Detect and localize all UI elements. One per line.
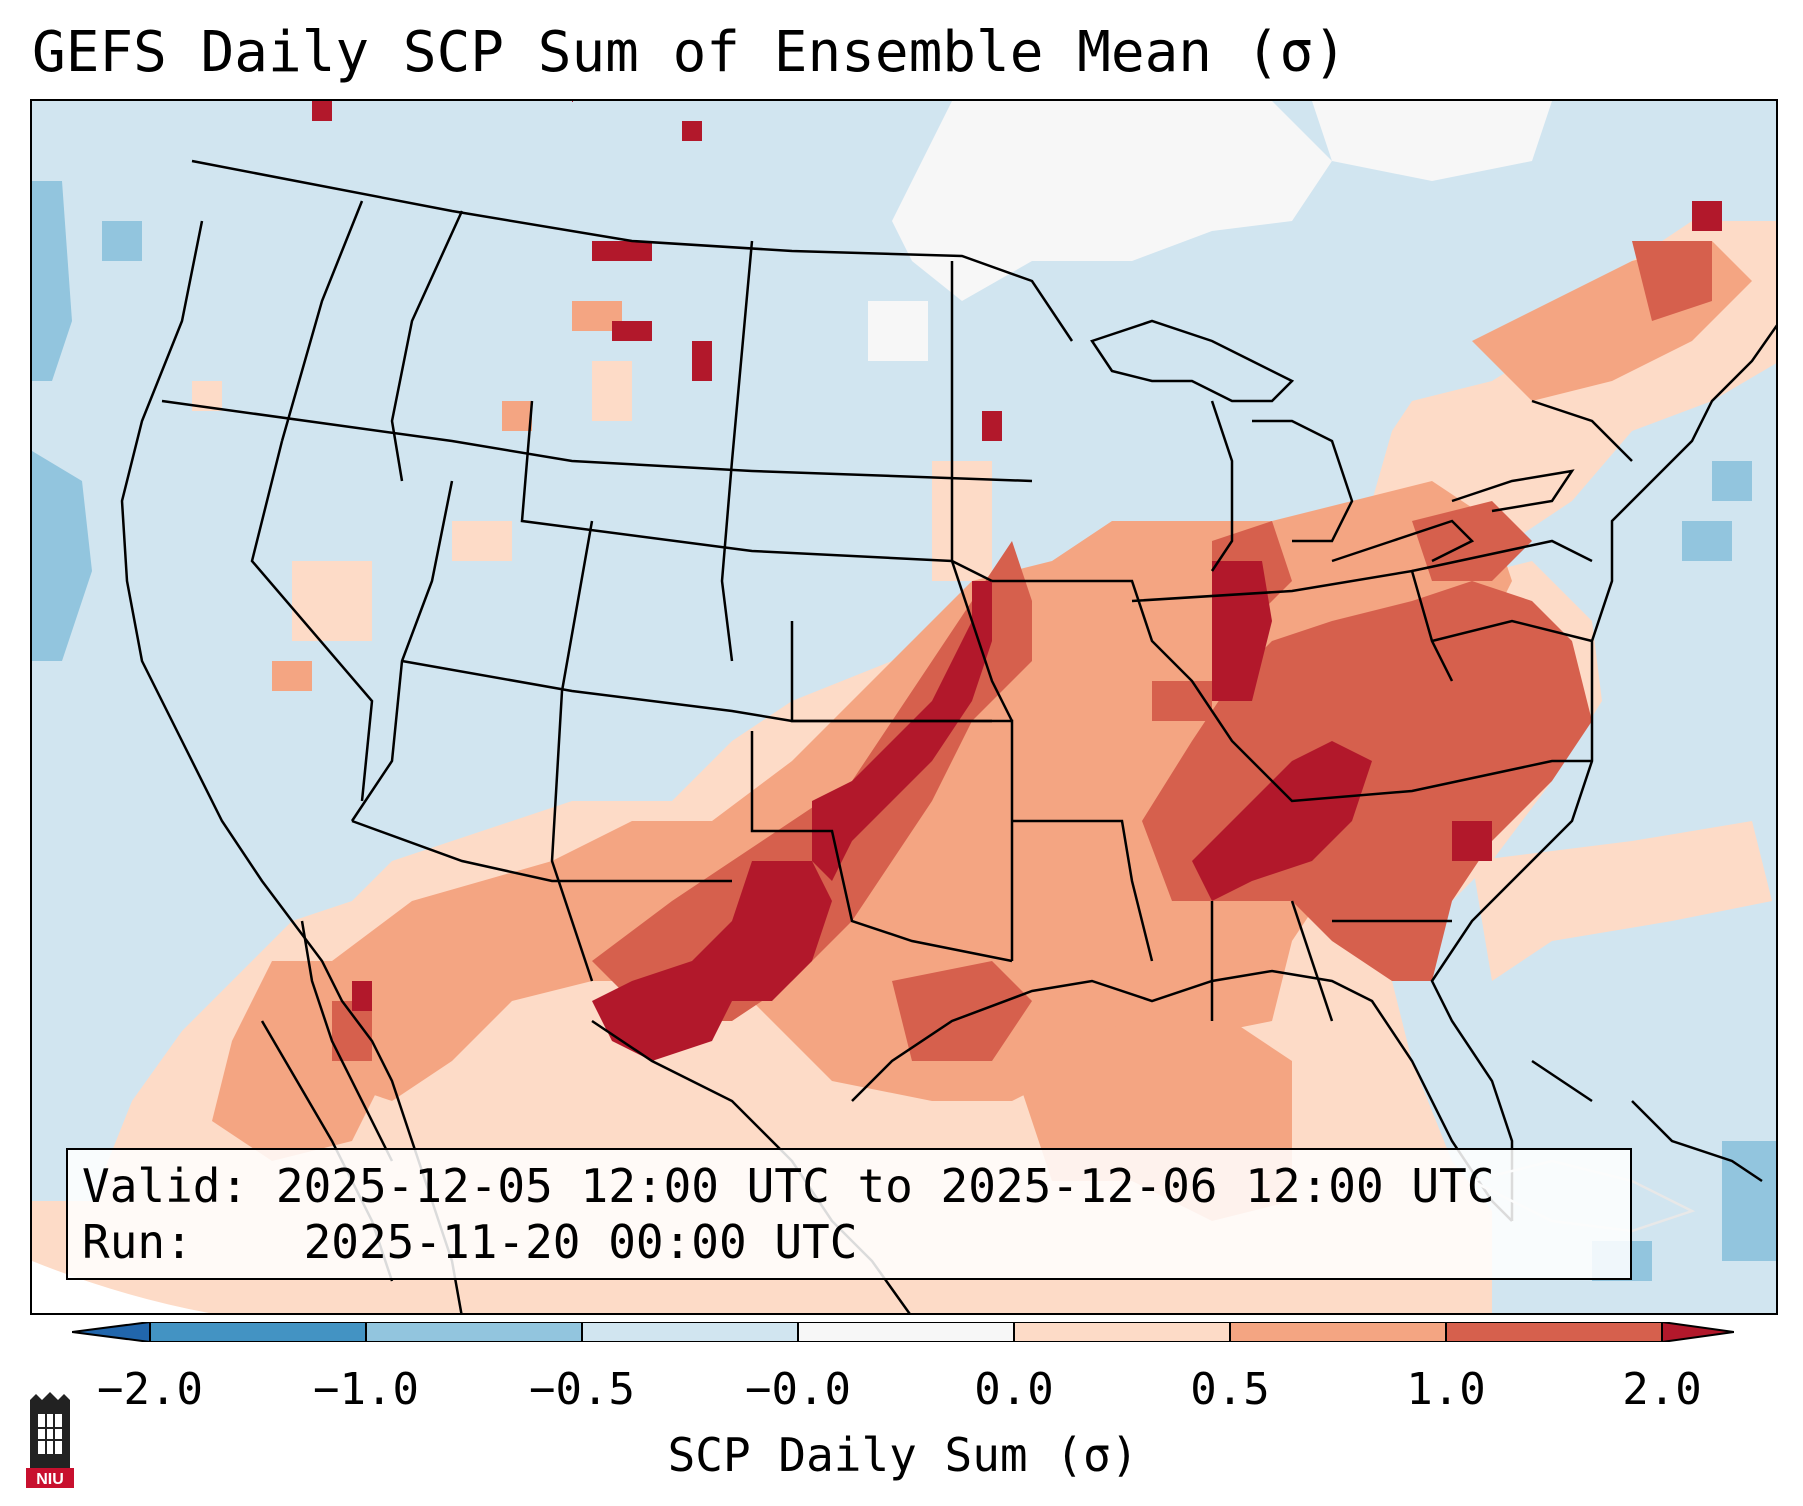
colorbar-tick-label: −1.0 xyxy=(313,1364,419,1415)
colorbar-bin-0-05 xyxy=(1014,1322,1230,1342)
run-line: Run: 2025-11-20 00:00 UTC xyxy=(82,1214,1616,1270)
colorbar-tick-label: 0.5 xyxy=(1190,1364,1270,1415)
colorbar-tick-label: −0.5 xyxy=(529,1364,635,1415)
colorbar xyxy=(72,1322,1734,1342)
us-canada-border xyxy=(191,159,1074,342)
gulf-coastline xyxy=(851,969,1513,1222)
colorbar-over-arrow xyxy=(1661,1322,1734,1342)
valid-run-info-box: Valid: 2025-12-05 12:00 UTC to 2025-12-0… xyxy=(66,1148,1632,1280)
colorbar-bin-neg2-neg1 xyxy=(150,1322,366,1342)
colorbar-bin-1-2 xyxy=(1446,1322,1662,1342)
colorbar-tick-label: 0.0 xyxy=(974,1364,1054,1415)
colorbar-bin-zero xyxy=(798,1322,1014,1342)
colorbar-bin-05-1 xyxy=(1230,1322,1446,1342)
colorbar-tick-label: 2.0 xyxy=(1622,1364,1702,1415)
political-boundaries xyxy=(120,159,1776,1313)
map-edge xyxy=(32,1261,210,1313)
colorbar-label: SCP Daily Sum (σ) xyxy=(667,1428,1139,1482)
run-label: Run: xyxy=(82,1215,193,1269)
colorbar-tick-label: −0.0 xyxy=(745,1364,851,1415)
atlantic-coastline xyxy=(1430,324,1776,1221)
colorbar-tick-label: −2.0 xyxy=(97,1364,203,1415)
university-tower-icon xyxy=(30,1392,70,1468)
colorbar-tick-label: 1.0 xyxy=(1406,1364,1486,1415)
near-zero-areas xyxy=(868,101,1552,361)
map-panel xyxy=(30,99,1778,1315)
valid-label: Valid: xyxy=(82,1159,249,1213)
run-value: 2025-11-20 00:00 UTC xyxy=(303,1215,858,1269)
logo-text: NIU xyxy=(36,1471,64,1488)
niu-logo: NIU xyxy=(26,1392,74,1488)
valid-value: 2025-12-05 12:00 UTC to 2025-12-06 12:00… xyxy=(275,1159,1495,1213)
colorbar-bin-neg05-0 xyxy=(582,1322,798,1342)
valid-line: Valid: 2025-12-05 12:00 UTC to 2025-12-0… xyxy=(82,1158,1616,1214)
colorbar-bin-neg1-neg05 xyxy=(366,1322,582,1342)
map-title: GEFS Daily SCP Sum of Ensemble Mean (σ) xyxy=(32,20,1347,85)
colorbar-under-arrow xyxy=(72,1322,151,1342)
